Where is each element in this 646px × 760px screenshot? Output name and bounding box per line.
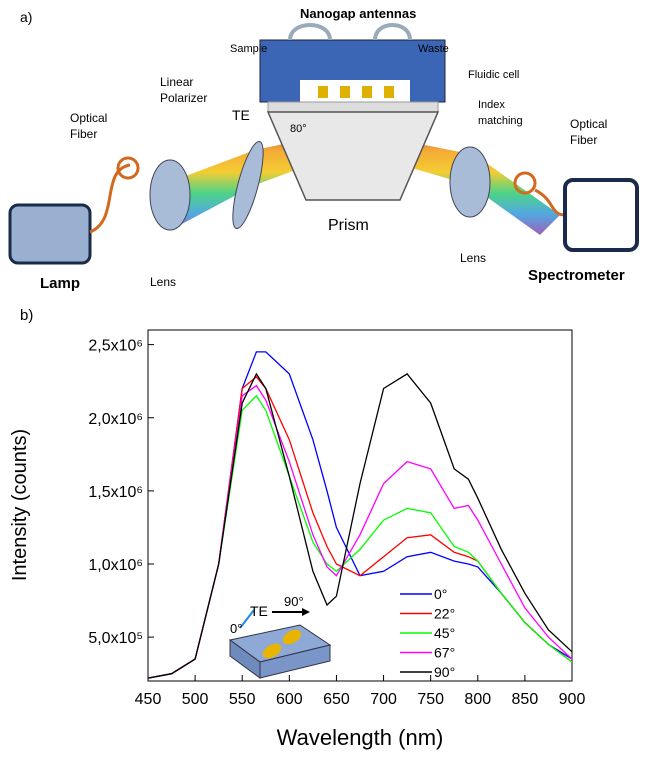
antenna	[384, 86, 394, 98]
antenna	[340, 86, 350, 98]
x-axis-title: Wavelength (nm)	[277, 725, 444, 750]
label: TE	[232, 107, 250, 123]
label: Fiber	[70, 127, 97, 141]
x-tick-label: 500	[182, 691, 209, 708]
inset-label: 90°	[284, 594, 304, 609]
inset-arrow	[302, 608, 310, 616]
label: Optical	[70, 111, 107, 125]
inset-label: TE	[250, 603, 268, 619]
legend-label: 45°	[434, 625, 455, 641]
lens	[450, 147, 490, 217]
x-tick-label: 800	[464, 691, 491, 708]
panel-label: b)	[20, 307, 33, 324]
series-line	[148, 377, 572, 678]
y-tick-label: 2,5x10⁶	[88, 338, 143, 355]
series-line	[148, 352, 572, 678]
label: Lamp	[40, 275, 80, 292]
legend-label: 90°	[434, 664, 455, 680]
legend-label: 67°	[434, 645, 455, 661]
label: Prism	[328, 217, 369, 234]
label: Fluidic cell	[468, 69, 519, 81]
label: Lens	[150, 275, 176, 289]
spectrometer	[565, 180, 637, 250]
inset: TE 90° 0°	[230, 594, 330, 678]
legend-label: 22°	[434, 606, 455, 622]
antenna	[362, 86, 372, 98]
label: Optical	[570, 117, 607, 131]
antenna	[318, 86, 328, 98]
y-tick-label: 2,0x10⁶	[88, 411, 143, 428]
label: Polarizer	[160, 91, 207, 105]
x-tick-label: 850	[512, 691, 539, 708]
label: 80°	[290, 123, 307, 135]
setup-diagram: a) Nanogap antennas Sample Waste Fluidic…	[0, 0, 646, 300]
label: Fiber	[570, 133, 597, 147]
label: Waste	[418, 43, 449, 55]
y-tick-label: 5,0x10⁵	[88, 630, 143, 647]
plot-frame	[148, 330, 572, 681]
series-line	[148, 374, 572, 678]
figure: a) Nanogap antennas Sample Waste Fluidic…	[0, 0, 646, 755]
series-line	[148, 396, 572, 678]
label: Index	[478, 99, 505, 111]
series-line	[148, 386, 572, 678]
label: Lens	[460, 251, 486, 265]
x-tick-label: 450	[135, 691, 162, 708]
y-axis-title: Intensity (counts)	[9, 429, 31, 581]
label: Spectrometer	[528, 267, 625, 284]
lens	[150, 160, 190, 230]
panel-label: a)	[20, 9, 32, 25]
index-layer	[268, 102, 438, 112]
inset-label: 0°	[230, 621, 242, 636]
x-tick-label: 600	[276, 691, 303, 708]
y-tick-label: 1,5x10⁶	[88, 484, 143, 501]
chart: Wavelength (nm) Intensity (counts) TE 90…	[9, 330, 585, 750]
x-tick-label: 550	[229, 691, 256, 708]
label: matching	[478, 115, 523, 127]
x-tick-label: 750	[417, 691, 444, 708]
legend-label: 0°	[434, 586, 447, 602]
y-tick-label: 1,0x10⁶	[88, 557, 143, 574]
lamp	[10, 205, 90, 263]
label: Linear	[160, 75, 193, 89]
x-tick-label: 650	[323, 691, 350, 708]
x-tick-label: 700	[370, 691, 397, 708]
x-tick-label: 900	[559, 691, 586, 708]
label: Sample	[230, 43, 267, 55]
label: Nanogap antennas	[300, 6, 416, 21]
